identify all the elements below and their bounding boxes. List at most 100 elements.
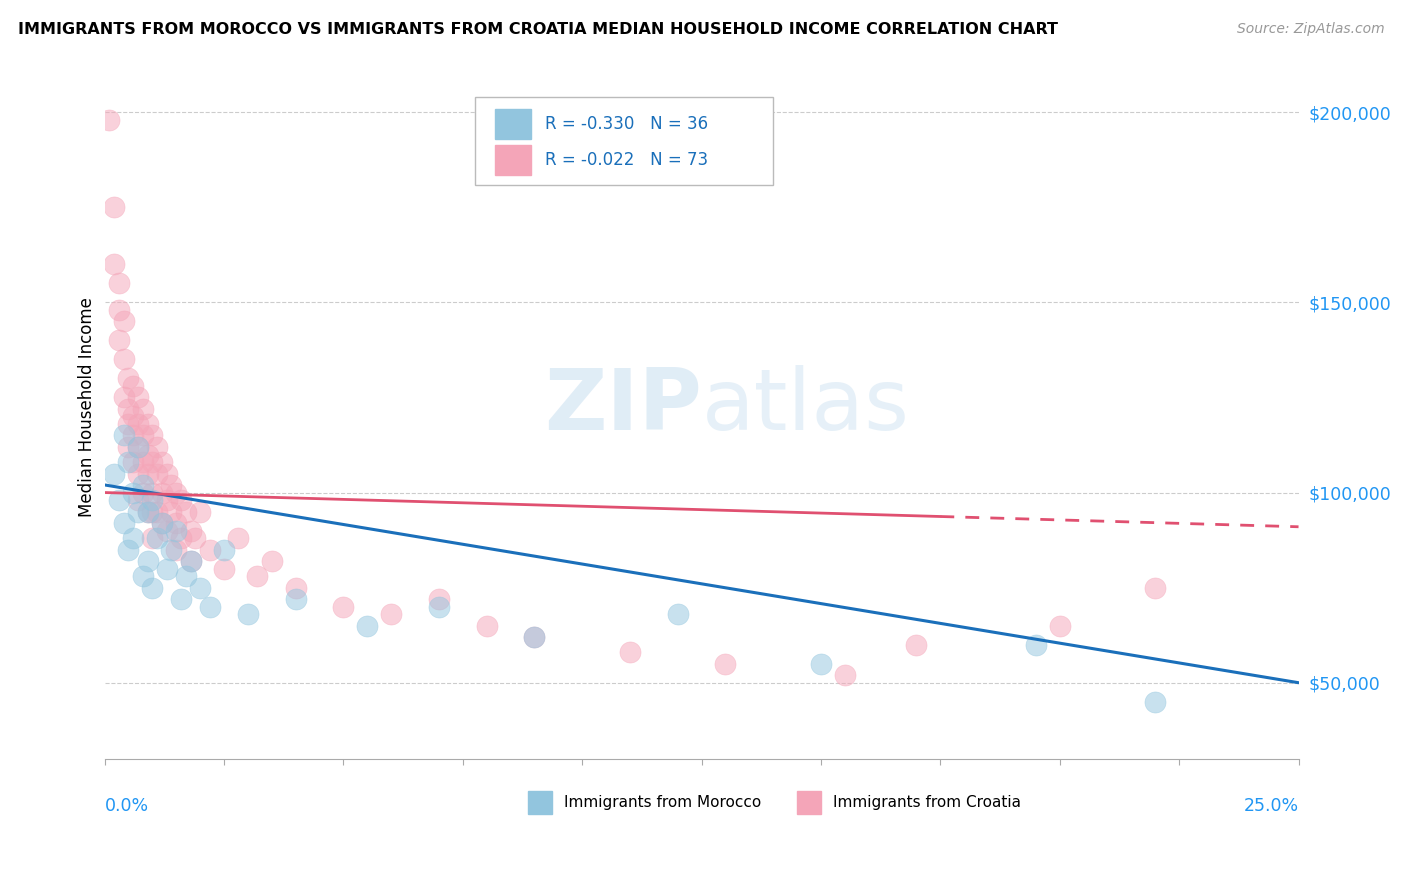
Point — [150, 516, 173, 530]
Point — [112, 516, 135, 530]
Point — [108, 334, 131, 348]
Point — [165, 542, 187, 557]
Point — [212, 561, 235, 575]
Point — [170, 493, 193, 508]
Point — [132, 478, 155, 492]
Point — [523, 630, 546, 644]
Point — [141, 504, 163, 518]
Point — [103, 467, 125, 481]
Point — [108, 303, 131, 318]
FancyBboxPatch shape — [475, 97, 773, 186]
Point — [122, 485, 145, 500]
Point — [127, 440, 149, 454]
Point — [156, 467, 179, 481]
Text: R = -0.022   N = 73: R = -0.022 N = 73 — [546, 151, 709, 169]
Point — [1049, 618, 1071, 632]
Point — [810, 657, 832, 671]
Point — [666, 607, 689, 622]
Point — [714, 657, 737, 671]
Point — [117, 401, 139, 416]
Point — [141, 493, 163, 508]
Point — [112, 428, 135, 442]
Point — [136, 504, 159, 518]
Point — [834, 668, 856, 682]
Text: IMMIGRANTS FROM MOROCCO VS IMMIGRANTS FROM CROATIA MEDIAN HOUSEHOLD INCOME CORRE: IMMIGRANTS FROM MOROCCO VS IMMIGRANTS FR… — [18, 22, 1059, 37]
Point — [174, 504, 197, 518]
Point — [160, 504, 183, 518]
Point — [260, 554, 283, 568]
Point — [122, 428, 145, 442]
Point — [112, 314, 135, 328]
Text: Immigrants from Morocco: Immigrants from Morocco — [564, 795, 762, 810]
Text: 0.0%: 0.0% — [104, 797, 149, 815]
Point — [141, 485, 163, 500]
Point — [150, 485, 173, 500]
Point — [212, 542, 235, 557]
Point — [165, 524, 187, 538]
Text: ZIP: ZIP — [544, 366, 702, 449]
Point — [136, 554, 159, 568]
Text: Source: ZipAtlas.com: Source: ZipAtlas.com — [1237, 22, 1385, 37]
Point — [117, 542, 139, 557]
Point — [905, 638, 928, 652]
Point — [136, 504, 159, 518]
Point — [427, 592, 450, 607]
Point — [117, 455, 139, 469]
Point — [141, 581, 163, 595]
Point — [284, 581, 307, 595]
Point — [165, 485, 187, 500]
Point — [146, 531, 169, 545]
Point — [475, 618, 498, 632]
Text: 25.0%: 25.0% — [1243, 797, 1299, 815]
Point — [136, 448, 159, 462]
Point — [1025, 638, 1047, 652]
Point — [156, 493, 179, 508]
Point — [356, 618, 378, 632]
Point — [117, 417, 139, 431]
Point — [228, 531, 250, 545]
Point — [236, 607, 259, 622]
Point — [103, 257, 125, 271]
Point — [141, 455, 163, 469]
Point — [141, 531, 163, 545]
Text: R = -0.330   N = 36: R = -0.330 N = 36 — [546, 115, 709, 133]
Point — [132, 569, 155, 583]
Point — [136, 417, 159, 431]
Point — [284, 592, 307, 607]
Point — [170, 531, 193, 545]
Point — [170, 592, 193, 607]
Point — [127, 440, 149, 454]
Point — [160, 478, 183, 492]
Point — [380, 607, 402, 622]
Point — [122, 531, 145, 545]
Point — [132, 455, 155, 469]
Text: atlas: atlas — [702, 366, 910, 449]
Point — [174, 569, 197, 583]
Point — [141, 428, 163, 442]
Point — [156, 524, 179, 538]
Point — [180, 554, 202, 568]
Point — [188, 581, 211, 595]
Point — [146, 440, 169, 454]
Text: Immigrants from Croatia: Immigrants from Croatia — [832, 795, 1021, 810]
Point — [150, 455, 173, 469]
Point — [523, 630, 546, 644]
Point — [108, 277, 131, 291]
Bar — [529, 791, 553, 814]
Point — [132, 485, 155, 500]
Bar — [797, 791, 821, 814]
Point — [180, 524, 202, 538]
Point — [165, 516, 187, 530]
Point — [184, 531, 207, 545]
Point — [103, 200, 125, 214]
Point — [160, 542, 183, 557]
Point — [98, 112, 121, 127]
Point — [127, 391, 149, 405]
Point — [156, 561, 179, 575]
Point — [112, 391, 135, 405]
Point — [122, 455, 145, 469]
Point — [122, 409, 145, 424]
Point — [122, 379, 145, 393]
Point — [1144, 695, 1167, 709]
Point — [127, 504, 149, 518]
